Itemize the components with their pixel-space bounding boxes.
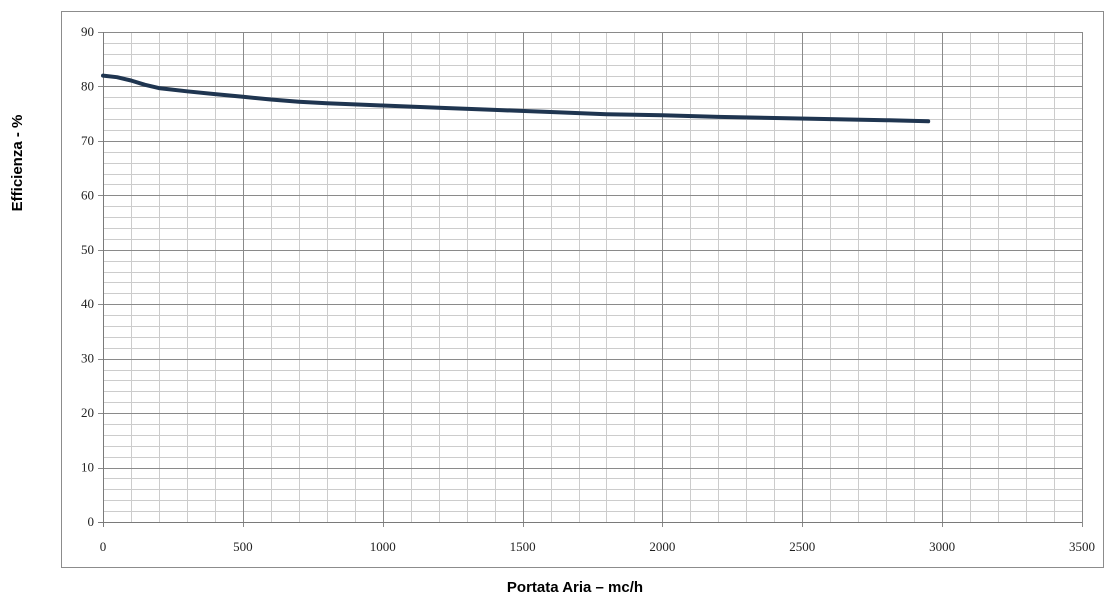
x-axis-title: Portata Aria – mc/h — [507, 579, 643, 596]
y-tick-label: 0 — [88, 514, 95, 529]
x-tick-label: 2000 — [649, 539, 675, 554]
x-tick-label: 1500 — [510, 539, 536, 554]
y-tick-label: 20 — [81, 405, 94, 420]
y-tick-label: 40 — [81, 296, 94, 311]
y-tick-label: 10 — [81, 460, 94, 475]
y-axis-title: Efficienza - % — [9, 115, 26, 212]
y-tick-label: 90 — [81, 24, 94, 39]
y-tick-label: 80 — [81, 78, 94, 93]
y-tick-label: 50 — [81, 242, 94, 257]
y-tick-label: 60 — [81, 187, 94, 202]
x-tick-label: 3500 — [1069, 539, 1095, 554]
x-tick-label: 2500 — [789, 539, 815, 554]
x-tick-label: 1000 — [370, 539, 396, 554]
x-tick-label: 3000 — [929, 539, 955, 554]
x-tick-label: 500 — [233, 539, 253, 554]
y-tick-label: 70 — [81, 133, 94, 148]
y-tick-label: 30 — [81, 351, 94, 366]
x-tick-label: 0 — [100, 539, 107, 554]
